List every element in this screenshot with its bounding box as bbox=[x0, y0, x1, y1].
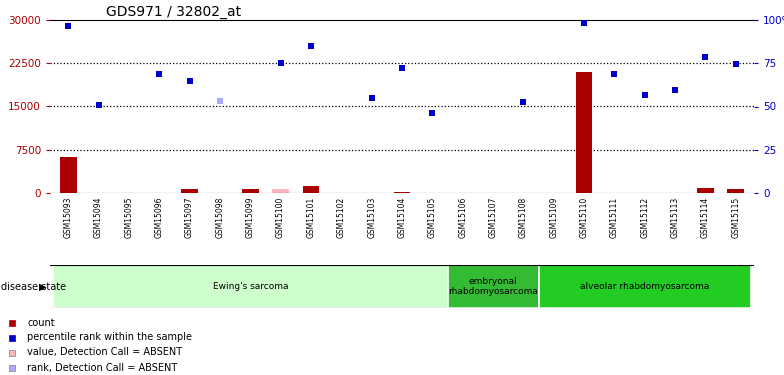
Text: GDS971 / 32802_at: GDS971 / 32802_at bbox=[107, 5, 241, 19]
Bar bbox=[394, 192, 410, 193]
Text: GSM15097: GSM15097 bbox=[185, 196, 194, 238]
Text: rank, Detection Call = ABSENT: rank, Detection Call = ABSENT bbox=[27, 363, 177, 372]
Text: GSM15112: GSM15112 bbox=[641, 196, 649, 238]
Bar bbox=[272, 189, 289, 193]
Text: GSM15099: GSM15099 bbox=[245, 196, 255, 238]
Text: GSM15102: GSM15102 bbox=[337, 196, 346, 238]
Text: GSM15093: GSM15093 bbox=[64, 196, 73, 238]
Bar bbox=[448, 265, 539, 308]
Text: count: count bbox=[27, 318, 55, 327]
Text: GSM15110: GSM15110 bbox=[579, 196, 589, 238]
Text: GSM15094: GSM15094 bbox=[94, 196, 103, 238]
Text: GSM15108: GSM15108 bbox=[519, 196, 528, 238]
Text: ▶: ▶ bbox=[38, 282, 46, 291]
Bar bbox=[539, 265, 751, 308]
Text: disease state: disease state bbox=[1, 282, 66, 291]
Text: GSM15111: GSM15111 bbox=[610, 196, 619, 238]
Bar bbox=[181, 189, 198, 193]
Text: GSM15113: GSM15113 bbox=[670, 196, 680, 238]
Text: embryonal
rhabdomyosarcoma: embryonal rhabdomyosarcoma bbox=[448, 277, 538, 296]
Text: GSM15105: GSM15105 bbox=[428, 196, 437, 238]
Bar bbox=[697, 188, 713, 193]
Text: GSM15096: GSM15096 bbox=[154, 196, 164, 238]
Bar bbox=[242, 189, 259, 193]
Text: GSM15098: GSM15098 bbox=[216, 196, 224, 238]
Text: GSM15095: GSM15095 bbox=[125, 196, 133, 238]
Text: GSM15115: GSM15115 bbox=[731, 196, 740, 238]
Text: percentile rank within the sample: percentile rank within the sample bbox=[27, 333, 192, 342]
Text: GSM15109: GSM15109 bbox=[550, 196, 558, 238]
Bar bbox=[53, 265, 448, 308]
Text: GSM15114: GSM15114 bbox=[701, 196, 710, 238]
Text: GSM15106: GSM15106 bbox=[458, 196, 467, 238]
Text: GSM15100: GSM15100 bbox=[276, 196, 285, 238]
Text: GSM15101: GSM15101 bbox=[307, 196, 315, 238]
Text: value, Detection Call = ABSENT: value, Detection Call = ABSENT bbox=[27, 348, 183, 357]
Bar bbox=[575, 72, 593, 193]
Text: GSM15103: GSM15103 bbox=[367, 196, 376, 238]
Bar bbox=[60, 157, 77, 193]
Text: GSM15104: GSM15104 bbox=[397, 196, 406, 238]
Bar bbox=[303, 186, 319, 193]
Bar bbox=[728, 189, 744, 193]
Text: alveolar rhabdomyosarcoma: alveolar rhabdomyosarcoma bbox=[580, 282, 710, 291]
Text: GSM15107: GSM15107 bbox=[488, 196, 498, 238]
Text: Ewing's sarcoma: Ewing's sarcoma bbox=[212, 282, 288, 291]
Bar bbox=[90, 192, 107, 193]
